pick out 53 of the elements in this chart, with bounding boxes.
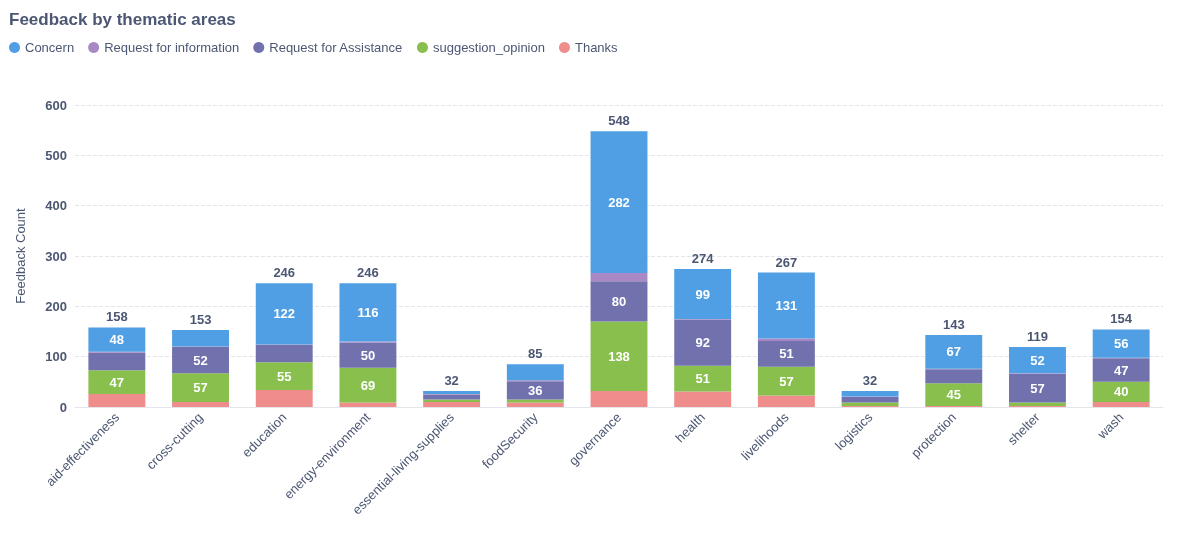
total-label: 246 (357, 265, 379, 281)
total-label: 274 (691, 251, 715, 267)
legend-label: Request for information (104, 40, 240, 55)
data-label: 56 (1113, 336, 1129, 352)
data-label: 80 (611, 293, 627, 309)
data-label: 138 (608, 348, 630, 364)
data-label: 116 (357, 304, 379, 320)
data-label: 55 (277, 368, 292, 384)
y-tick-label: 600 (45, 97, 67, 113)
y-axis-title: Feedback Count (13, 207, 28, 304)
total-label: 153 (189, 311, 212, 327)
total-label: 154 (1110, 311, 1133, 327)
total-label: 32 (444, 372, 459, 388)
data-label: 57 (193, 380, 208, 396)
total-label: 119 (1026, 329, 1048, 345)
data-label: 52 (1030, 352, 1045, 368)
total-label: 143 (942, 317, 965, 333)
data-label: 45 (946, 387, 961, 403)
data-label: 282 (608, 194, 630, 210)
data-label: 40 (1113, 384, 1129, 400)
total-label: 246 (273, 265, 296, 281)
data-label: 50 (360, 347, 376, 363)
data-label: 47 (1113, 362, 1129, 378)
legend-label: Thanks (574, 40, 619, 55)
total-label: 85 (528, 346, 543, 362)
data-label: 52 (193, 352, 208, 368)
total-label: 267 (775, 254, 798, 270)
data-label: 57 (1030, 380, 1045, 396)
legend-label: suggestion_opinion (432, 40, 545, 55)
data-label: 36 (528, 382, 543, 398)
y-tick-label: 0 (59, 399, 67, 415)
y-tick-label: 500 (45, 147, 67, 163)
data-label: 99 (695, 286, 710, 302)
data-label: 67 (946, 344, 961, 360)
data-label: 92 (695, 335, 710, 351)
data-label: 51 (779, 346, 794, 362)
y-tick-label: 200 (45, 298, 67, 314)
total-label: 158 (105, 309, 128, 325)
legend-label: Request for Assistance (269, 40, 403, 55)
data-label: 69 (360, 377, 376, 393)
data-label: 47 (109, 374, 125, 390)
data-label: 122 (273, 306, 296, 322)
data-label: 131 (775, 298, 798, 314)
total-label: 32 (862, 372, 878, 388)
y-tick-label: 100 (45, 349, 67, 365)
data-label: 51 (695, 371, 710, 387)
data-label: 57 (779, 373, 794, 389)
y-tick-label: 300 (45, 248, 67, 264)
data-label: 48 (109, 332, 125, 348)
y-tick-label: 400 (45, 198, 67, 214)
legend-label: Concern (25, 40, 75, 55)
chart-title: Feedback by thematic areas (9, 10, 236, 29)
total-label: 548 (608, 113, 630, 129)
